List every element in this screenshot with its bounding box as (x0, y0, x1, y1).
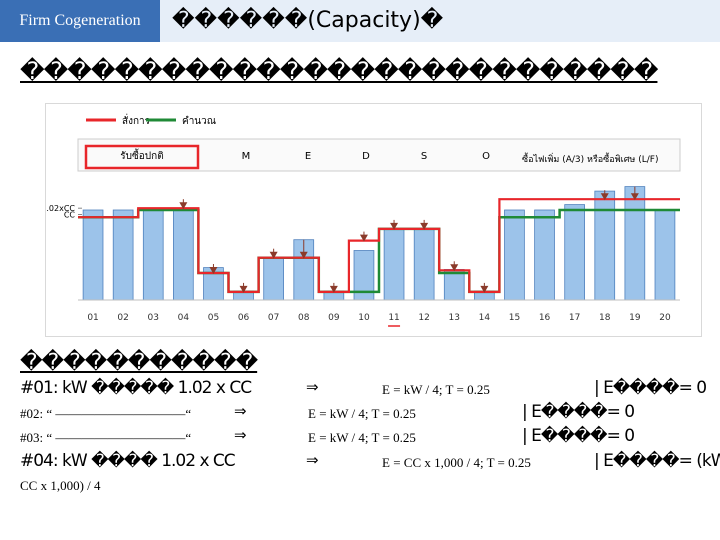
bar (82, 209, 104, 301)
x-axis-labels: 01 02 03 04 05 06 07 08 09 10 11 12 13 14 15 16 17 18 19 20 (87, 313, 671, 327)
rule-4-arrow: ⇒ (306, 451, 319, 469)
bar (654, 209, 676, 301)
arrow-head (390, 222, 399, 230)
command-series-line (78, 198, 680, 293)
bar (112, 209, 134, 301)
slide-subtitle: ��������������������������� (20, 57, 658, 85)
rule-2-cond: | E����= 0 (522, 402, 635, 422)
x-tick-label: 10 (358, 313, 370, 323)
y-tick-label: 1.02xCC (46, 204, 75, 213)
series-lines (78, 198, 680, 294)
rule-3-left: #03: “ ——————————“ (20, 430, 192, 445)
buy-extra-label: ซื้อไฟเพิ่ม (A/3) หรือซื้อพิเศษ (L/F) (522, 152, 658, 165)
mode-label: S (421, 151, 427, 162)
arrow-head (299, 251, 308, 259)
arrow-head (329, 285, 338, 293)
x-tick-label: 09 (328, 313, 340, 323)
rule-1-left: #01: kW ����� 1.02 x CC (20, 378, 252, 398)
rule-1-cond: | E����= 0 (594, 378, 707, 398)
rule-4-continuation: CC x 1,000) / 4 (20, 478, 101, 493)
x-tick-label: 01 (87, 313, 98, 323)
mode-label: O (482, 151, 490, 162)
rule-2-right: E = kW / 4; T = 0.25 (308, 406, 416, 421)
arrow-head (359, 234, 368, 242)
rule-3-arrow: ⇒ (234, 426, 247, 444)
bars (82, 186, 676, 301)
x-tick-label: 13 (449, 313, 460, 323)
x-tick-label: 18 (599, 313, 611, 323)
normal-buy-highlight (84, 144, 200, 170)
rule-4-right: E = CC x 1,000 / 4; T = 0.25 (382, 455, 531, 470)
header-bar: Firm Cogeneration ������(Capacity)� (0, 0, 720, 42)
x-tick-label: 06 (238, 313, 250, 323)
mode-label: M (242, 151, 251, 162)
bar (142, 207, 164, 301)
x-tick-label: 07 (268, 313, 279, 323)
rule-3-right: E = kW / 4; T = 0.25 (308, 430, 416, 445)
x-tick-label: 08 (298, 313, 310, 323)
bar (263, 257, 284, 301)
calculated-series-line (78, 208, 680, 294)
x-tick-label: 03 (148, 313, 159, 323)
arrow-head (239, 285, 248, 293)
legend-calc-label: คำนวณ (182, 116, 216, 127)
rule-2-left: #02: “ ——————————“ (20, 406, 192, 421)
x-tick-label: 04 (178, 313, 190, 323)
legend-command-label: สั่งการ (122, 113, 151, 127)
rule-4-cond: | E����= (kW – (594, 451, 720, 471)
mode-label: D (362, 151, 370, 162)
rule-1-arrow: ⇒ (306, 378, 319, 396)
arrow-head (600, 193, 609, 201)
x-tick-label: 14 (479, 313, 491, 323)
x-tick-label: 17 (569, 313, 580, 323)
x-tick-label: 15 (509, 313, 520, 323)
arrow-head (269, 251, 278, 259)
bar (173, 207, 194, 301)
section-tab[interactable]: Firm Cogeneration (0, 0, 160, 42)
bar (534, 209, 555, 301)
x-tick-label: 16 (539, 313, 551, 323)
bar (504, 209, 525, 301)
arrow-head (179, 202, 188, 210)
arrows (179, 186, 639, 293)
x-tick-label: 05 (208, 313, 219, 323)
x-tick-label: 02 (117, 313, 128, 323)
x-tick-label: 20 (659, 313, 671, 323)
arrow-head (480, 285, 489, 293)
capacity-chart: สั่งการ คำนวณ รับซื้อปกติ M E D S O ซื้อไฟเพิ… (45, 103, 702, 337)
rule-2-arrow: ⇒ (234, 402, 247, 420)
rule-1-right: E = kW / 4; T = 0.25 (382, 382, 490, 397)
rule-3-cond: | E����= 0 (522, 426, 635, 446)
mode-label: E (305, 151, 311, 162)
arrow-head (209, 267, 218, 274)
x-tick-label: 12 (418, 313, 429, 323)
y-tick-label: CC (64, 211, 76, 220)
chart-svg: สั่งการ คำนวณ รับซื้อปกติ M E D S O ซื้อไฟเพิ… (46, 113, 681, 327)
bar (624, 186, 646, 301)
chart-legend: สั่งการ คำนวณ (86, 113, 216, 127)
mode-label: รับซื้อปกติ (120, 148, 163, 162)
bar (594, 190, 616, 301)
mode-labels: รับซื้อปกติ M E D S O (120, 148, 490, 162)
bar (383, 228, 405, 301)
section-heading: ����������� (20, 350, 258, 375)
header-band (160, 0, 720, 42)
x-tick-label: 11 (388, 313, 399, 323)
rule-4-left: #04: kW ���� 1.02 x CC (20, 451, 236, 471)
arrow-head (630, 193, 639, 201)
arrow-head (450, 264, 459, 272)
bar (413, 228, 435, 301)
arrow-head (420, 222, 429, 230)
mode-band (77, 138, 681, 172)
slide-title: ������(Capacity)� (172, 8, 444, 33)
bar (564, 204, 585, 301)
x-tick-label: 19 (629, 313, 641, 323)
